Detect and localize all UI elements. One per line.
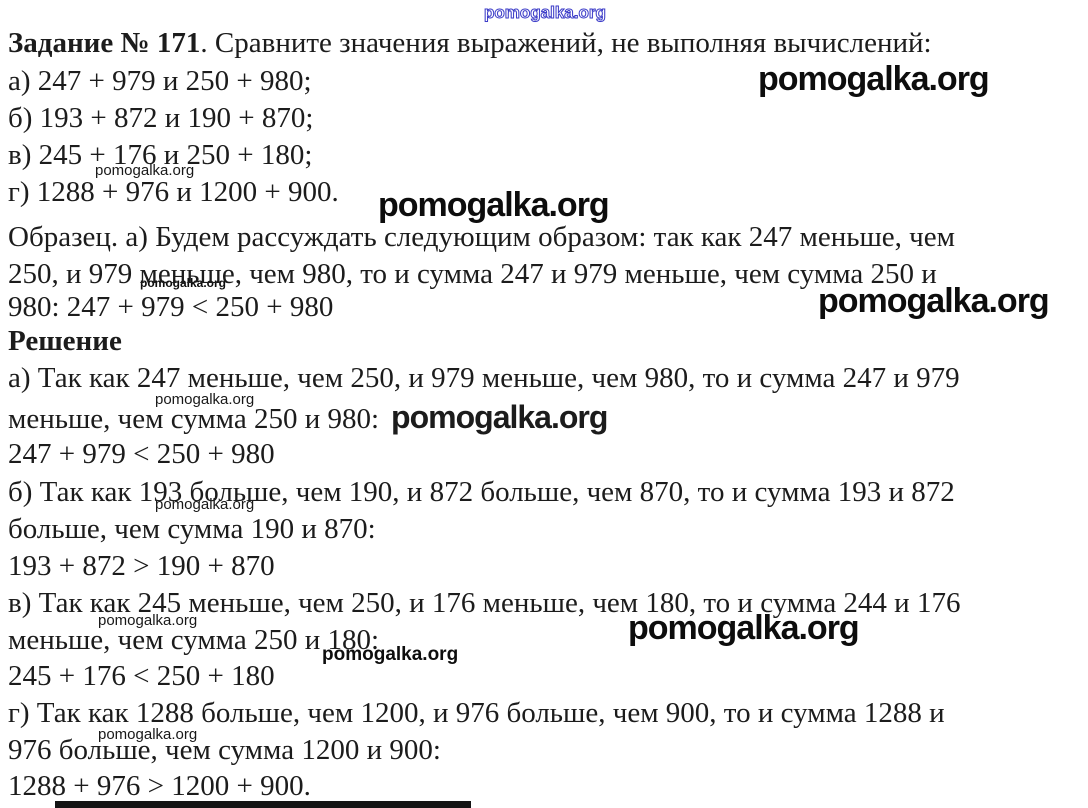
- sample-line-2: 250, и 979 меньше, чем 980, то и сумма 2…: [8, 258, 937, 290]
- solution-a-line-2: меньше, чем сумма 250 и 980: pomogalka.or…: [8, 399, 608, 436]
- task-prompt: . Сравните значения выражений, не выполн…: [200, 27, 932, 59]
- task-title: Задание № 171. Сравните значения выражен…: [8, 27, 932, 60]
- watermark: pomogalka.org: [322, 644, 459, 665]
- sample-line-3: 980: 247 + 979 < 250 + 980: [8, 291, 334, 323]
- solution-g-equation: 1288 + 976 > 1200 + 900.: [8, 770, 311, 802]
- solution-heading: Решение: [8, 325, 122, 357]
- task-item-b: б) 193 + 872 и 190 + 870;: [8, 102, 314, 134]
- watermark: pomogalka.org: [628, 609, 860, 647]
- watermark: pomogalka.org: [378, 186, 610, 224]
- task-number: Задание № 171: [8, 27, 201, 59]
- solution-b-line-1: б) Так как 193 больше, чем 190, и 872 бо…: [8, 476, 955, 508]
- solution-b-line-2: больше, чем сумма 190 и 870:: [8, 513, 376, 545]
- watermark: pomogalka.org: [95, 162, 195, 179]
- watermark: pomogalka.org: [140, 276, 227, 290]
- task-item-a: а) 247 + 979 и 250 + 980;: [8, 65, 312, 97]
- watermark: pomogalka.org: [98, 612, 198, 629]
- watermark: pomogalka.org: [758, 60, 990, 98]
- watermark: pomogalka.org: [98, 726, 198, 743]
- solution-g-line-1: г) Так как 1288 больше, чем 1200, и 976 …: [8, 697, 945, 729]
- watermark: pomogalka.org: [155, 391, 255, 408]
- watermark: pomogalka.org: [155, 496, 255, 513]
- watermark-outline-top: pomogalka.org: [484, 3, 607, 23]
- solution-v-line-2: меньше, чем сумма 250 и 180:: [8, 624, 380, 656]
- bottom-scan-bar: [55, 801, 471, 808]
- watermark: pomogalka.org: [391, 399, 608, 435]
- solution-b-equation: 193 + 872 > 190 + 870: [8, 550, 275, 582]
- task-item-v: в) 245 + 176 и 250 + 180;: [8, 139, 313, 171]
- solution-v-equation: 245 + 176 < 250 + 180: [8, 660, 275, 692]
- solution-g-line-2: 976 больше, чем сумма 1200 и 900:: [8, 734, 441, 766]
- solution-v-line-1: в) Так как 245 меньше, чем 250, и 176 ме…: [8, 587, 961, 619]
- solution-a-equation: 247 + 979 < 250 + 980: [8, 438, 275, 470]
- sample-line-1: Образец. а) Будем рассуждать следующим о…: [8, 221, 955, 253]
- solution-a-line-2-text: меньше, чем сумма 250 и 980:: [8, 403, 380, 435]
- task-item-g: г) 1288 + 976 и 1200 + 900.: [8, 176, 339, 208]
- solution-a-line-1: а) Так как 247 меньше, чем 250, и 979 ме…: [8, 362, 960, 394]
- watermark: pomogalka.org: [818, 282, 1050, 320]
